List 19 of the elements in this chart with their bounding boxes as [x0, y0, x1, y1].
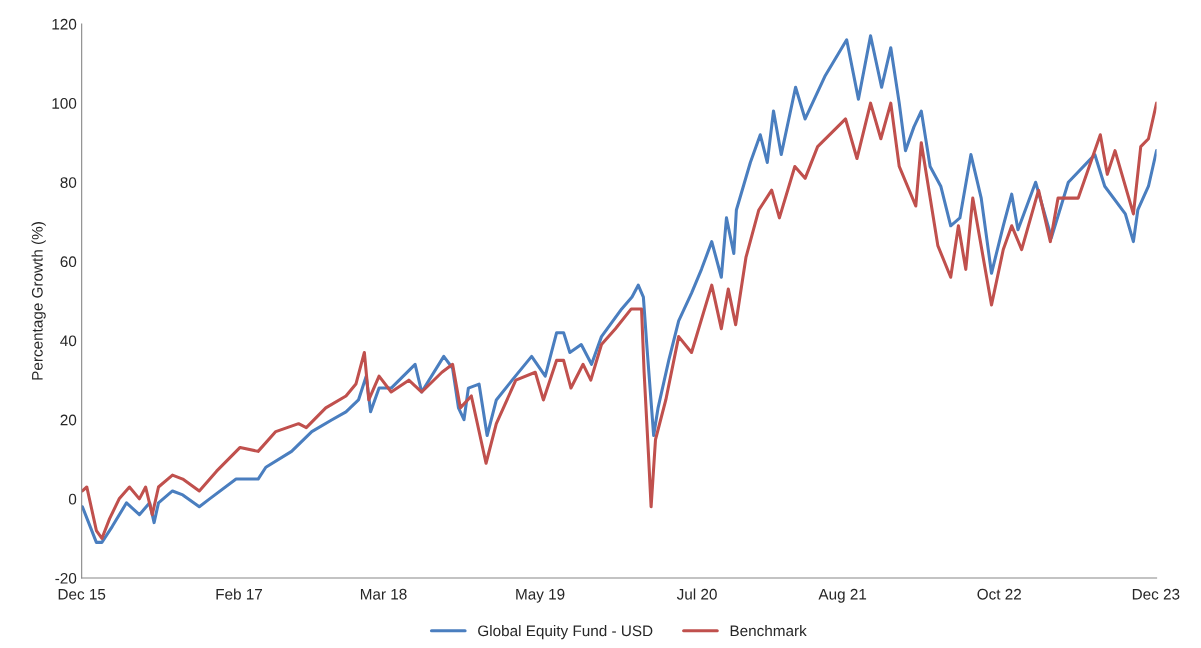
y-tick-label: 60	[60, 256, 77, 268]
x-tick-label: Dec 15	[58, 588, 106, 600]
x-tick-label: Feb 17	[216, 588, 263, 600]
y-tick-label: 120	[52, 18, 77, 30]
x-tick-label: Mar 18	[360, 588, 407, 600]
x-tick-label: Oct 22	[977, 588, 1021, 600]
y-tick-label: 20	[60, 414, 77, 426]
legend-label: Benchmark	[730, 625, 807, 637]
y-tick-label: 0	[68, 493, 77, 505]
y-tick-label: 100	[52, 97, 77, 109]
legend-label: Global Equity Fund - USD	[478, 625, 653, 640]
x-tick-label: Jul 20	[676, 588, 717, 600]
y-tick-label: 80	[60, 177, 77, 188]
y-tick-label: 40	[60, 335, 77, 347]
y-tick-label: -20	[55, 572, 77, 584]
x-tick-label: May 19	[516, 588, 565, 603]
x-tick-label: Aug 21	[818, 588, 867, 603]
x-tick-label: Dec 23	[1132, 588, 1180, 600]
y-axis-title: Percentage Growth (%)	[31, 222, 46, 380]
